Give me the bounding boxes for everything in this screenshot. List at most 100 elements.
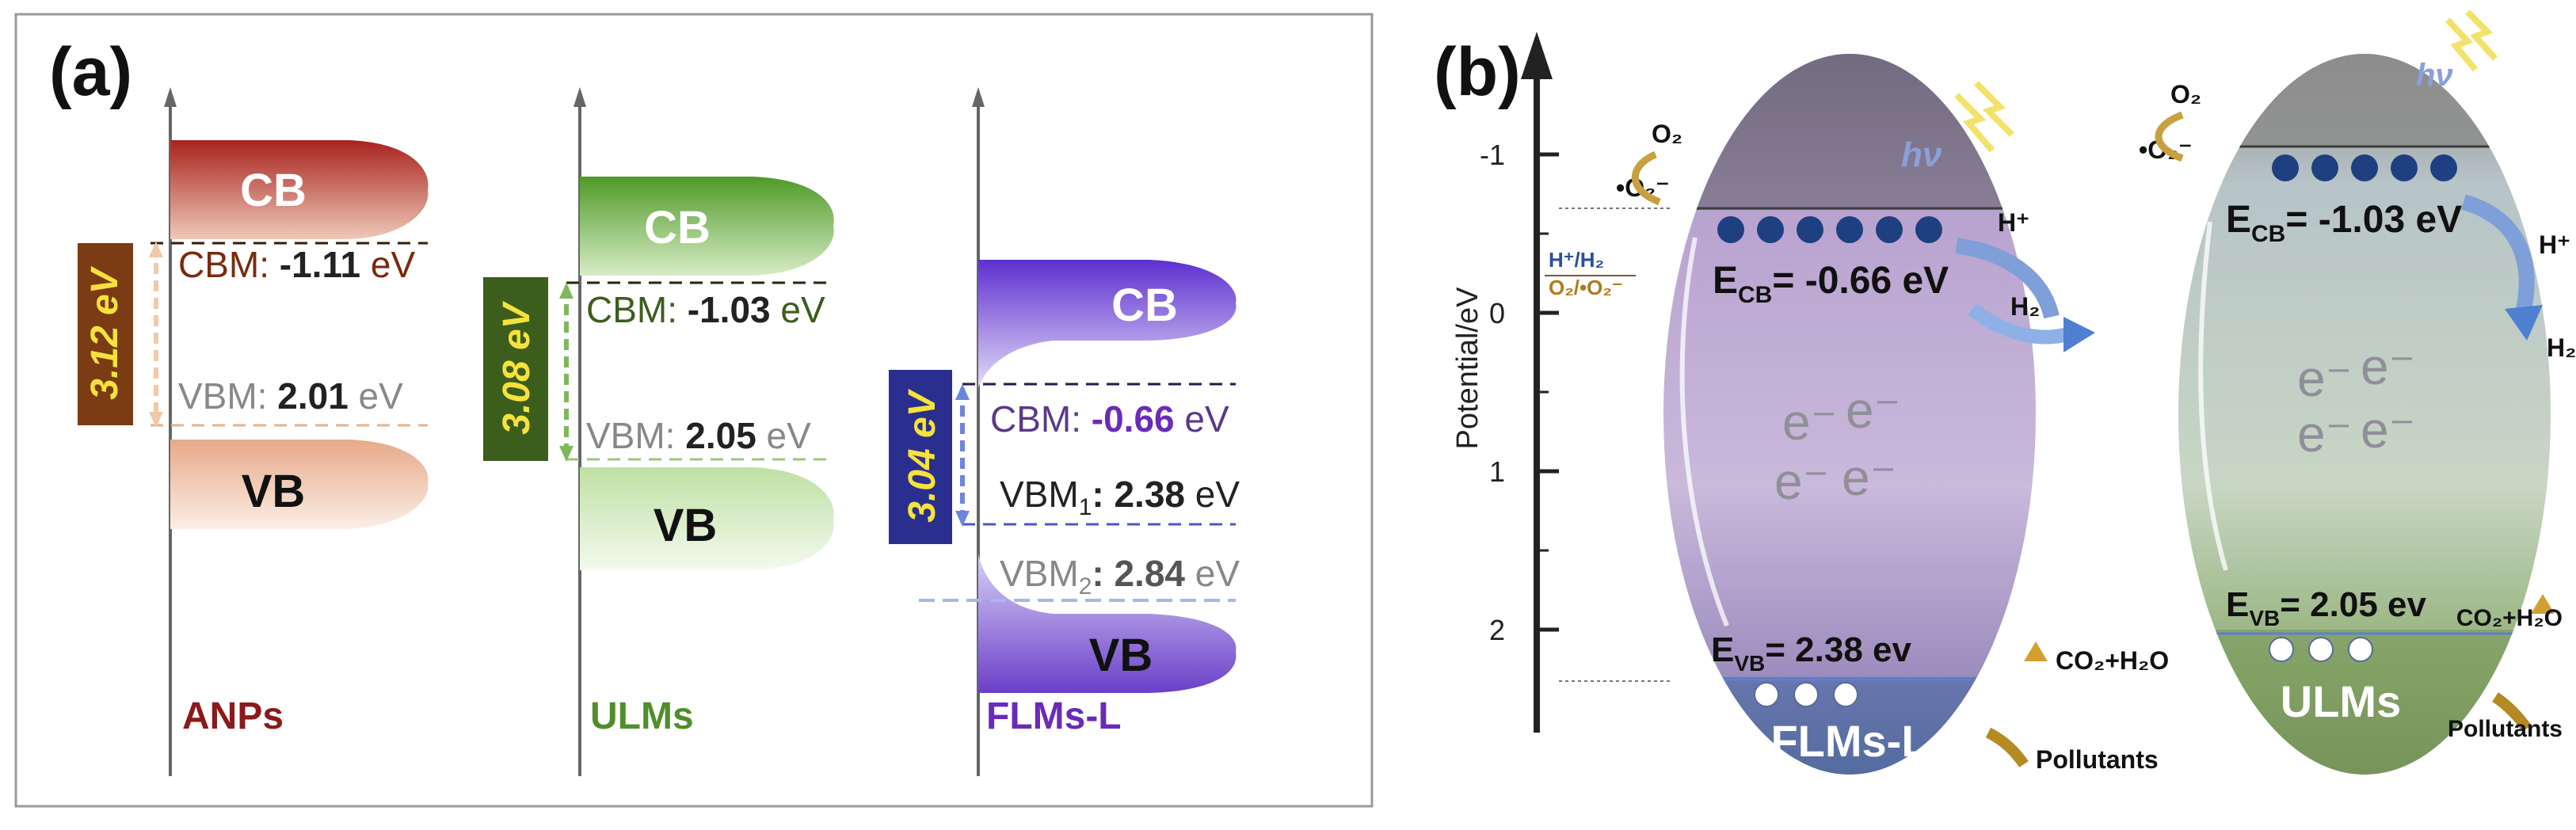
anps-band-diagram: CB VB 3.12 eV CBM: -1.11 eV VBM: 2.01 eV… bbox=[78, 87, 429, 776]
electron-dot bbox=[2391, 154, 2418, 181]
hole-dot bbox=[2308, 637, 2334, 662]
ulms-cb-region bbox=[2178, 54, 2551, 147]
ulms-h2-label: H₂ bbox=[2547, 333, 2576, 362]
electron-symbol: e⁻ bbox=[1774, 453, 1829, 510]
flms-particle bbox=[1663, 54, 2036, 775]
anps-axis-arrowhead bbox=[164, 87, 177, 107]
flms-hv-label: hν bbox=[1901, 135, 1942, 174]
lightning-icon bbox=[1954, 93, 1995, 153]
ulms-cb-band bbox=[580, 177, 834, 276]
lightning-icon bbox=[1974, 81, 2014, 137]
anps-gap-arrowhead-down bbox=[149, 412, 163, 428]
electron-dot bbox=[1797, 216, 1823, 243]
flms-vb-band bbox=[978, 554, 1237, 693]
flms-name: FLMs-L bbox=[986, 695, 1122, 737]
flms-oxygen-reduction-arrow bbox=[1631, 150, 1661, 206]
ulms-gap-arrowhead-up bbox=[559, 283, 574, 299]
flms-particle-name: FLMs-L bbox=[1770, 716, 1928, 766]
flms-pollutant-arrow bbox=[1985, 727, 2029, 768]
flms-vbm2-text: VBM2: 2.84 eV bbox=[1000, 553, 1240, 600]
anps-gap-value: 3.12 eV bbox=[84, 265, 126, 399]
electron-symbol: e⁻ bbox=[2297, 405, 2352, 463]
ulms-oxygen-reduction-arrow bbox=[2155, 111, 2184, 162]
flms-highlight bbox=[1679, 237, 1729, 627]
redox-o-label: O₂/•O₂⁻ bbox=[1549, 276, 1623, 299]
ulms-h2-evolution-arrow bbox=[2461, 194, 2535, 315]
anps-vb-band bbox=[170, 440, 429, 529]
flms-gap-arrowhead-down bbox=[955, 511, 970, 527]
panel-b-label: (b) bbox=[1434, 34, 1521, 110]
ulms-axis-arrowhead bbox=[574, 87, 586, 107]
ulms-band-diagram: CB VB 3.08 eV CBM: -1.03 eV VBM: 2.05 eV… bbox=[483, 87, 834, 776]
electron-symbol: e⁻ bbox=[1846, 382, 1900, 439]
flms-band-diagram: CB VB 3.04 eV CBM: -0.66 eV VBM1: 2.38 e… bbox=[889, 87, 1240, 776]
flms-gap-arrowhead-up bbox=[955, 384, 970, 400]
anps-cb-label: CB bbox=[240, 165, 307, 216]
ulms-gap-arrowhead-down bbox=[559, 446, 574, 462]
ulms-evb-text: EVB= 2.05 ev bbox=[2226, 585, 2427, 630]
electron-symbol: e⁻ bbox=[1842, 449, 1896, 506]
ulms-cb-label: CB bbox=[644, 202, 711, 253]
electron-dot bbox=[2430, 154, 2457, 181]
anps-name: ANPs bbox=[182, 695, 284, 737]
electron-symbol: e⁻ bbox=[2361, 402, 2415, 459]
flms-h2-evolution-arrow bbox=[1955, 238, 2060, 319]
electron-dot bbox=[2272, 154, 2299, 181]
flms-cb-region bbox=[1663, 54, 2036, 210]
anps-gap-arrowhead-up bbox=[149, 242, 163, 257]
ulms-photocatalyst: ECB= -1.03 eV e⁻ e⁻ e⁻ e⁻ EVB= 2.05 ev U… bbox=[2139, 10, 2576, 775]
ulms-co2-label: CO₂+H₂O bbox=[2456, 605, 2563, 631]
tick-label: 2 bbox=[1489, 614, 1505, 646]
flms-co2-label: CO₂+H₂O bbox=[2056, 646, 2169, 675]
electron-dot bbox=[1836, 216, 1863, 243]
potential-axis-arrowhead bbox=[1521, 32, 1553, 79]
electron-dot bbox=[2351, 154, 2378, 181]
ulms-holes-vb bbox=[2269, 637, 2373, 662]
flms-co2-arrow bbox=[2024, 642, 2048, 661]
redox-h-label: H⁺/H₂ bbox=[1549, 248, 1604, 272]
flms-cbm-text: CBM: -0.66 eV bbox=[990, 398, 1229, 440]
flms-cb-band bbox=[978, 260, 1237, 388]
ulms-pollutants-label: Pollutants bbox=[2448, 716, 2563, 742]
electron-symbol: e⁻ bbox=[1782, 394, 1837, 451]
flms-vbm1-text: VBM1: 2.38 eV bbox=[1000, 474, 1240, 520]
tick-label: 1 bbox=[1489, 455, 1505, 488]
flms-photocatalyst: ECB= -0.66 eV e⁻ e⁻ e⁻ e⁻ EVB= 2.38 ev F… bbox=[1616, 54, 2169, 775]
ulms-electrons-cb bbox=[2272, 154, 2457, 181]
flms-vb-label: VB bbox=[1089, 630, 1153, 681]
ulms-particle-name: ULMs bbox=[2281, 676, 2401, 726]
flms-electrons-cb bbox=[1717, 216, 1942, 243]
ulms-vb-band bbox=[580, 467, 834, 570]
tick-label: 0 bbox=[1489, 297, 1505, 329]
ulms-particle bbox=[2178, 54, 2551, 775]
flms-ecb-text: ECB= -0.66 eV bbox=[1713, 260, 1949, 308]
anps-cbm-text: CBM: -1.11 eV bbox=[178, 244, 415, 285]
electron-dot bbox=[1876, 216, 1903, 243]
ulms-cbm-text: CBM: -1.03 eV bbox=[586, 289, 825, 330]
hole-dot bbox=[1754, 682, 1779, 707]
ulms-hv-label: hν bbox=[2416, 58, 2453, 93]
ulms-name: ULMs bbox=[590, 695, 694, 737]
anps-vbm-text: VBM: 2.01 eV bbox=[178, 375, 403, 417]
electron-dot bbox=[1757, 216, 1784, 243]
anps-gap-box bbox=[78, 243, 133, 425]
ulms-o2-label: O₂ bbox=[2170, 80, 2201, 109]
ulms-ecb-text: ECB= -1.03 eV bbox=[2226, 199, 2462, 247]
hole-dot bbox=[2269, 637, 2294, 662]
potential-axis-label: Potential/eV bbox=[1451, 287, 1484, 450]
lightning-icon bbox=[2465, 10, 2498, 61]
ulms-gap-box bbox=[483, 277, 548, 461]
electron-dot bbox=[1915, 216, 1942, 243]
anps-cb-band bbox=[170, 140, 429, 239]
flms-arrowhead bbox=[2063, 317, 2095, 352]
flms-gap-box bbox=[889, 370, 952, 544]
ulms-vb-label: VB bbox=[654, 500, 718, 551]
electron-symbol: e⁻ bbox=[2361, 338, 2415, 395]
flms-cb-label: CB bbox=[1111, 280, 1178, 331]
flms-h2-label: H₂ bbox=[2010, 292, 2040, 321]
ulms-gap-value: 3.08 eV bbox=[496, 300, 538, 434]
hole-dot bbox=[1833, 682, 1858, 707]
potential-axis: Potential/eV -1 0 1 2 H⁺/H₂ O₂/•O₂⁻ bbox=[1451, 32, 1671, 733]
electron-dot bbox=[2311, 154, 2338, 181]
